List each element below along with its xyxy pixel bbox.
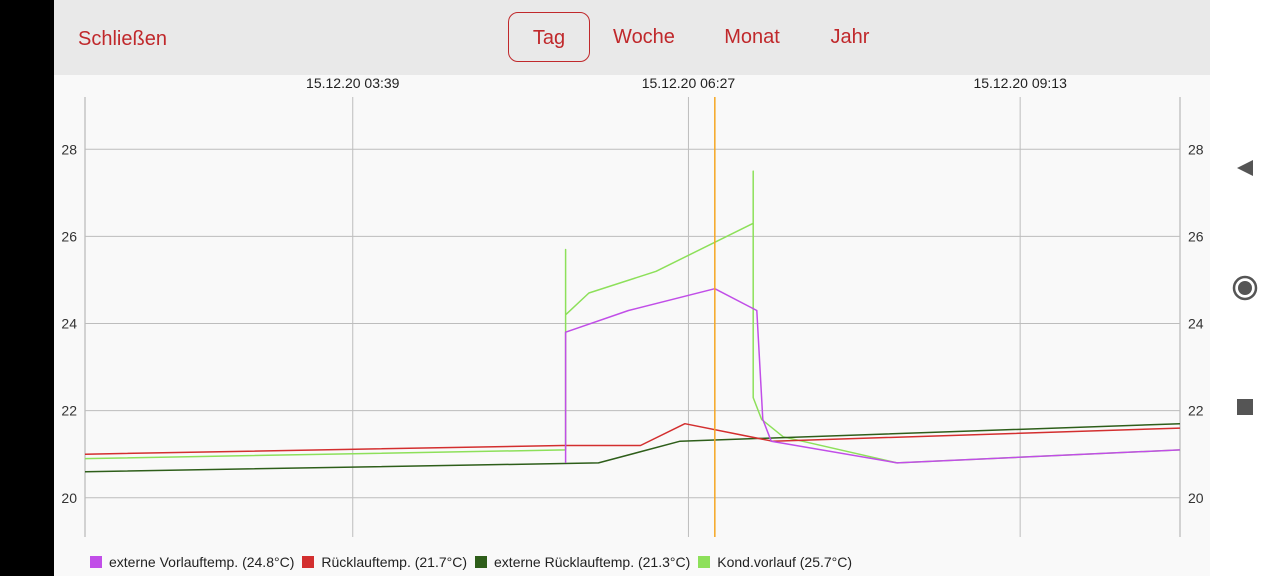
- chart-legend: externe Vorlauftemp. (24.8°C) Rücklaufte…: [90, 552, 860, 572]
- legend-swatch: [698, 556, 711, 568]
- x-tick-label: 15.12.20 03:39: [306, 75, 400, 91]
- recents-icon[interactable]: [1210, 377, 1280, 437]
- tab-year[interactable]: Jahr: [830, 26, 870, 48]
- y-tick-label-left: 26: [61, 228, 77, 244]
- legend-label: externe Vorlauftemp. (24.8°C): [109, 554, 295, 570]
- header-bar: Schließen Tag Woche Monat Jahr: [54, 0, 1210, 75]
- chart-screen: Schließen Tag Woche Monat Jahr 20 20 22 22 2…: [54, 0, 1210, 576]
- legend-label: Rücklauftemp. (21.7°C): [321, 554, 468, 570]
- tab-day[interactable]: Tag: [508, 12, 590, 62]
- y-tick-label-left: 22: [61, 403, 77, 419]
- y-tick-label-right: 26: [1188, 228, 1204, 244]
- left-black-bar: [0, 0, 54, 576]
- y-tick-label-left: 24: [61, 316, 77, 332]
- legend-label: Kond.vorlauf (25.7°C): [717, 554, 853, 570]
- x-tick-label: 15.12.20 09:13: [973, 75, 1067, 91]
- series-line-0: [564, 287, 1181, 464]
- system-nav-bar: [1210, 0, 1280, 576]
- legend-swatch: [90, 556, 102, 568]
- legend-label: externe Rücklauftemp. (21.3°C): [494, 554, 691, 570]
- series-line-2: [84, 422, 1181, 473]
- legend-swatch: [302, 556, 315, 568]
- x-tick-label: 15.12.20 06:27: [642, 75, 736, 91]
- legend-item-ext-vorlauf: externe Vorlauftemp. (24.8°C): [90, 554, 294, 570]
- y-tick-label-left: 20: [61, 490, 77, 506]
- close-button[interactable]: Schließen: [78, 28, 167, 50]
- tab-month[interactable]: Monat: [724, 26, 780, 48]
- back-icon[interactable]: [1210, 138, 1280, 198]
- series-line-1: [84, 422, 1181, 455]
- y-tick-label-right: 28: [1188, 141, 1204, 157]
- home-icon[interactable]: [1210, 258, 1280, 318]
- legend-swatch: [475, 556, 488, 568]
- temperature-chart[interactable]: 20 20 22 22 24 24 26 26 28 28 15.12.20 03:39 15.12.…: [54, 0, 1210, 576]
- legend-item-ext-ruecklauf: externe Rücklauftemp. (21.3°C): [475, 554, 690, 570]
- legend-item-ruecklauf: Rücklauftemp. (21.7°C): [302, 554, 467, 570]
- y-tick-label-left: 28: [61, 141, 77, 157]
- y-tick-label-right: 24: [1188, 316, 1204, 332]
- tab-week[interactable]: Woche: [613, 26, 675, 48]
- y-tick-label-right: 22: [1188, 403, 1204, 419]
- y-tick-label-right: 20: [1188, 490, 1204, 506]
- legend-item-kond-vorlauf: Kond.vorlauf (25.7°C): [698, 554, 852, 570]
- series-line-3: [84, 170, 1181, 464]
